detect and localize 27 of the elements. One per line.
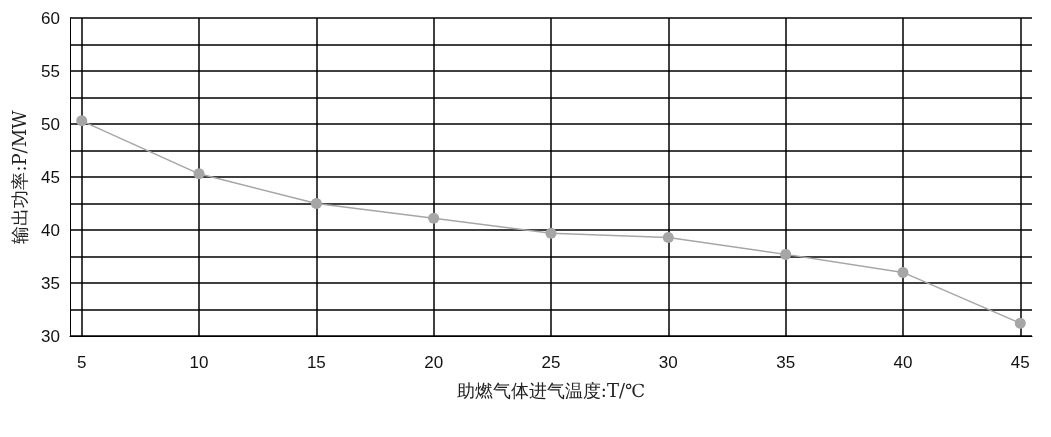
point xyxy=(545,227,557,239)
point xyxy=(428,212,440,224)
point xyxy=(780,248,792,260)
point xyxy=(76,115,88,127)
x-tick-label: 40 xyxy=(893,353,913,372)
x-tick-label: 10 xyxy=(189,353,209,372)
x-tick-label: 45 xyxy=(1010,353,1030,372)
point xyxy=(897,266,909,278)
y-tick-label: 40 xyxy=(41,220,60,240)
y-axis-title: 输出功率:P/MW xyxy=(8,109,30,244)
point xyxy=(1014,317,1026,329)
point xyxy=(193,168,205,180)
x-tick-label: 5 xyxy=(77,353,87,372)
x-tick-label: 25 xyxy=(541,353,561,372)
x-tick-label: 30 xyxy=(658,353,678,372)
x-tick-label: 20 xyxy=(424,353,444,372)
y-tick-label: 55 xyxy=(41,61,60,81)
x-axis-title: 助燃气体进气温度:T/℃ xyxy=(456,379,646,401)
x-tick-label: 35 xyxy=(776,353,796,372)
y-tick-label: 30 xyxy=(41,326,60,346)
point xyxy=(662,231,674,243)
x-tick-label: 15 xyxy=(306,353,326,372)
y-tick-label: 60 xyxy=(41,8,60,28)
point xyxy=(310,198,322,209)
y-tick-label: 45 xyxy=(41,167,60,187)
y-tick-label: 35 xyxy=(41,273,60,293)
y-tick-label: 50 xyxy=(41,114,60,134)
